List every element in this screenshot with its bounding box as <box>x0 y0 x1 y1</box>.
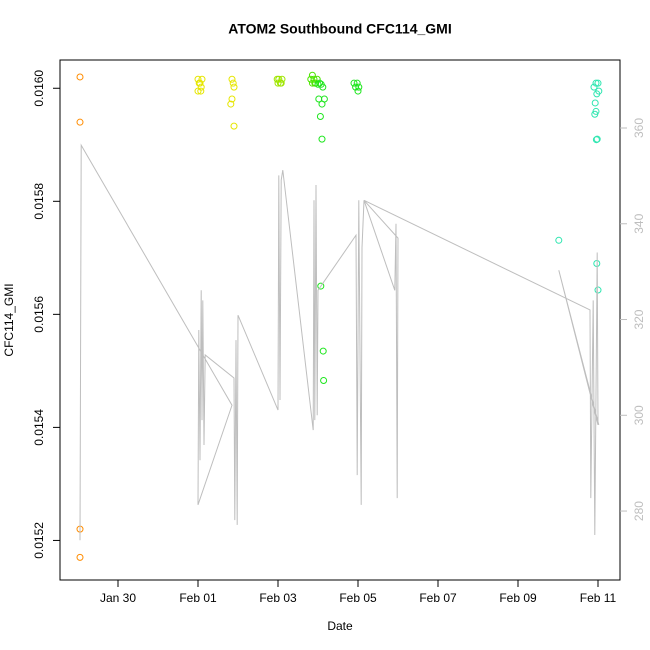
point <box>591 99 599 107</box>
point <box>594 79 602 87</box>
point <box>228 75 236 83</box>
y2-tick-label: 360 <box>632 118 646 138</box>
point <box>592 136 600 144</box>
point <box>76 118 84 126</box>
y2-tick-label: 320 <box>632 309 646 329</box>
y2-tick-label: 280 <box>632 501 646 521</box>
x-tick-label: Feb 03 <box>259 591 297 605</box>
point <box>353 79 361 87</box>
plot-frame <box>59 59 621 581</box>
y-axis-label: CFC114_GMI <box>2 283 16 356</box>
x-tick-label: Feb 07 <box>419 591 457 605</box>
point <box>355 83 363 91</box>
point <box>320 376 328 384</box>
point <box>591 110 599 118</box>
x-tick-label: Feb 11 <box>580 591 617 605</box>
point <box>194 87 202 95</box>
point <box>590 83 598 91</box>
point <box>308 71 316 79</box>
point <box>278 75 286 83</box>
point <box>76 553 84 561</box>
point <box>350 79 358 87</box>
point <box>354 87 362 95</box>
y2-tick-label: 340 <box>632 213 646 233</box>
chart-title: ATOM2 Southbound CFC114_GMI <box>228 21 452 37</box>
x-tick-label: Feb 09 <box>499 591 537 605</box>
point <box>595 87 603 95</box>
point <box>319 83 327 91</box>
point <box>76 73 84 81</box>
point <box>228 95 236 103</box>
y-tick-label: 0.0152 <box>32 522 46 559</box>
y-tick-label: 0.0156 <box>32 296 46 333</box>
line <box>79 143 600 541</box>
point <box>592 79 600 87</box>
point <box>229 79 237 87</box>
y-tick-label: 0.0158 <box>32 183 46 220</box>
point <box>194 75 202 83</box>
point <box>195 79 203 87</box>
point <box>320 95 328 103</box>
x-tick-label: Feb 01 <box>179 591 217 605</box>
point <box>310 75 318 83</box>
point <box>197 87 205 95</box>
x-tick-label: Feb 05 <box>339 591 377 605</box>
point <box>230 122 238 130</box>
point <box>230 83 238 91</box>
point <box>555 236 563 244</box>
y2-tick-label: 300 <box>632 405 646 425</box>
y-tick-label: 0.0160 <box>32 70 46 107</box>
point <box>277 79 285 87</box>
x-axis-label: Date <box>327 619 353 633</box>
point <box>316 113 324 121</box>
y-tick-label: 0.0154 <box>32 409 46 446</box>
point <box>318 135 326 143</box>
point <box>274 79 282 87</box>
x-tick-label: Jan 30 <box>100 591 136 605</box>
point <box>311 79 319 87</box>
point <box>319 347 327 355</box>
point <box>594 286 602 294</box>
point <box>227 100 235 108</box>
point <box>317 282 325 290</box>
